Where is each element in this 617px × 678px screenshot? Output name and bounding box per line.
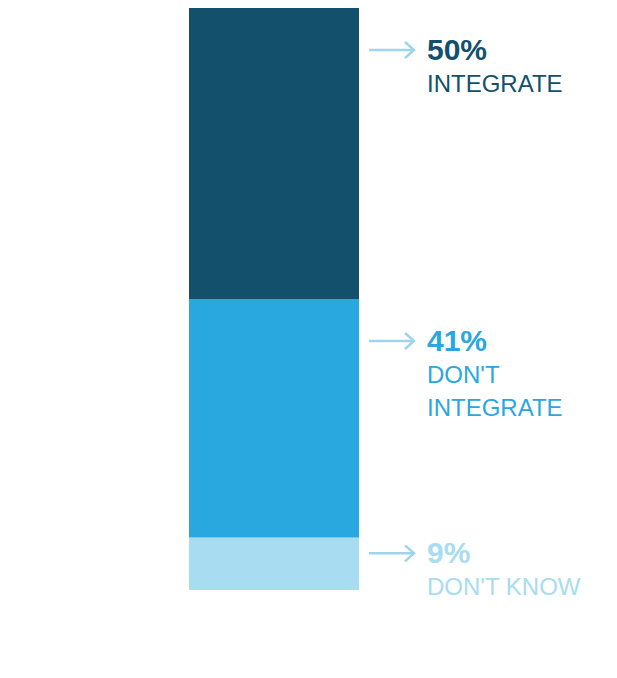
svg-text:INTEGRATE: INTEGRATE	[427, 70, 563, 97]
svg-text:INTEGRATE: INTEGRATE	[427, 394, 563, 421]
svg-text:DON'T: DON'T	[427, 361, 500, 388]
svg-text:DON'T KNOW: DON'T KNOW	[427, 573, 581, 600]
svg-text:41%: 41%	[427, 324, 487, 357]
svg-text:9%: 9%	[427, 536, 470, 569]
svg-text:50%: 50%	[427, 33, 487, 66]
